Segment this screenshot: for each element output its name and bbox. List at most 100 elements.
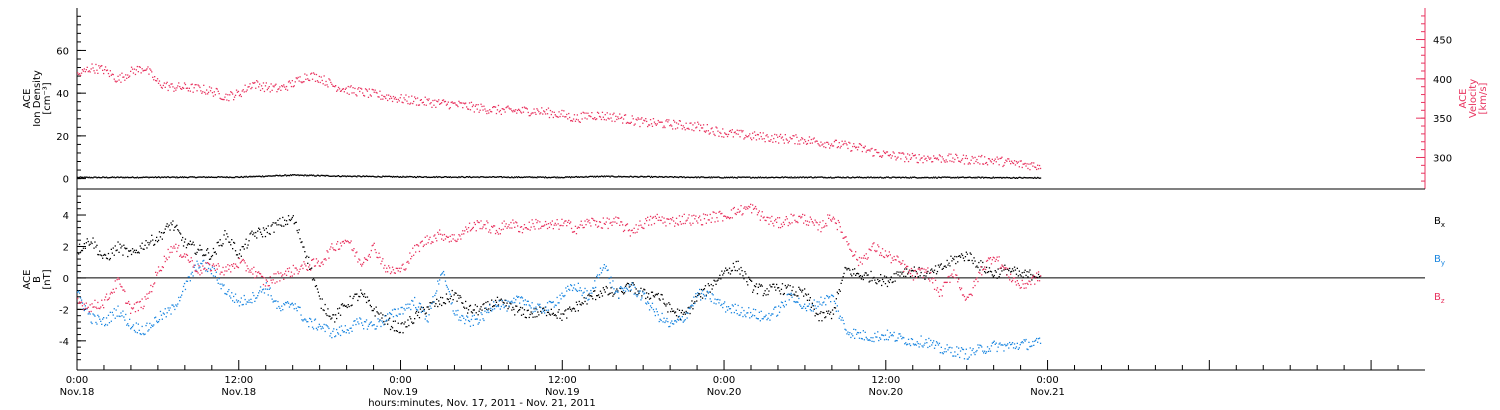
series-bx-point	[451, 289, 453, 292]
series-bz-point	[824, 225, 826, 227]
series-bz-point	[193, 264, 195, 266]
series-by-point	[151, 324, 153, 326]
series-ion-density-point	[730, 176, 733, 179]
series-by-point	[1004, 343, 1006, 346]
series-by-point	[260, 291, 263, 293]
series-bx-point	[659, 299, 661, 301]
series-bz-point	[860, 257, 863, 259]
series-velocity-point	[198, 85, 200, 87]
series-bx-point	[892, 281, 894, 283]
series-by-point	[664, 321, 666, 324]
series-velocity-point	[163, 82, 165, 84]
series-ion-density-point	[388, 175, 390, 177]
series-ion-density-point	[554, 176, 556, 178]
series-by-point	[549, 301, 552, 303]
series-bz-point	[268, 285, 270, 287]
series-velocity-point	[276, 91, 278, 93]
series-velocity-point	[236, 91, 239, 93]
series-bx-point	[911, 269, 914, 272]
series-by-point	[592, 287, 594, 289]
series-ion-density-point	[397, 176, 399, 178]
right-axis-label: ACEVelocity[km/s]	[1458, 79, 1489, 118]
series-by-point	[114, 317, 116, 319]
series-bz-point	[227, 264, 229, 266]
series-bz-point	[525, 227, 527, 229]
series-bx-point	[855, 274, 857, 276]
series-velocity-point	[498, 111, 500, 113]
series-by-point	[444, 280, 447, 282]
series-velocity-point	[430, 102, 432, 104]
series-by-point	[313, 319, 316, 321]
series-velocity-point	[678, 120, 681, 122]
series-bx-point	[646, 292, 648, 294]
series-ion-density-point	[778, 176, 780, 179]
series-by-point	[560, 298, 562, 300]
series-bx-point	[910, 270, 913, 272]
series-bz-point	[821, 227, 823, 229]
series-ion-density-point	[840, 177, 842, 179]
series-by-point	[776, 315, 778, 317]
series-ion-density-point	[153, 176, 155, 179]
series-ion-density-point	[906, 177, 908, 179]
series-bx-point	[929, 272, 931, 274]
series-bx-point	[715, 283, 717, 285]
series-velocity-point	[968, 162, 970, 164]
series-bz-point	[675, 217, 678, 219]
series-velocity-point	[709, 132, 711, 134]
series-bx-point	[816, 313, 818, 315]
series-velocity-point	[337, 89, 339, 91]
series-bx-point	[556, 317, 558, 319]
series-by-point	[777, 314, 779, 316]
series-ion-density-point	[601, 175, 604, 177]
series-by-point	[769, 319, 771, 321]
series-ion-density-point	[478, 176, 480, 179]
series-velocity-point	[704, 131, 707, 133]
series-ion-density-point	[210, 176, 213, 178]
series-velocity-point	[821, 144, 823, 146]
series-by-point	[711, 293, 713, 295]
series-by-point	[440, 274, 442, 276]
series-bx-point	[222, 243, 224, 245]
series-ion-density-point	[575, 175, 578, 178]
series-ion-density-point	[423, 176, 425, 178]
series-by-point	[554, 304, 556, 306]
series-bx-point	[622, 293, 625, 295]
series-by-point	[521, 297, 524, 299]
series-ion-density-point	[329, 175, 331, 177]
series-bz-point	[814, 219, 816, 221]
series-bz-point	[235, 265, 238, 267]
series-ion-density-point	[477, 176, 479, 178]
series-velocity-point	[1014, 164, 1017, 166]
series-ion-density-point	[556, 176, 558, 178]
series-by-point	[117, 305, 119, 307]
series-by-point	[985, 352, 987, 354]
series-ion-density-point	[790, 176, 792, 178]
series-velocity-point	[971, 155, 973, 158]
series-ion-density-point	[543, 176, 545, 178]
series-velocity-point	[173, 90, 175, 92]
series-velocity-point	[721, 136, 723, 138]
series-ion-density-point	[856, 176, 858, 178]
series-ion-density-point	[530, 176, 532, 179]
series-by-point	[1006, 344, 1008, 346]
series-bx-point	[343, 304, 345, 306]
series-bx-point	[300, 241, 302, 244]
series-bx-point	[569, 306, 571, 308]
series-by-point	[889, 332, 891, 334]
series-ion-density-point	[515, 176, 517, 179]
series-ion-density-point	[277, 175, 279, 177]
series-bz-point	[907, 265, 909, 268]
series-bx-point	[219, 239, 221, 241]
series-bx-point	[587, 294, 589, 297]
series-bz-point	[670, 218, 672, 220]
series-by-point	[439, 279, 441, 281]
series-bz-point	[752, 208, 755, 210]
series-ion-density-point	[443, 176, 446, 178]
series-ion-density-point	[403, 176, 405, 178]
series-by-point	[104, 325, 106, 327]
series-bx-point	[672, 310, 674, 312]
series-ion-density-point	[112, 176, 114, 179]
series-ion-density-point	[191, 176, 193, 178]
series-bx-point	[994, 270, 996, 272]
series-ion-density-point	[375, 176, 377, 178]
